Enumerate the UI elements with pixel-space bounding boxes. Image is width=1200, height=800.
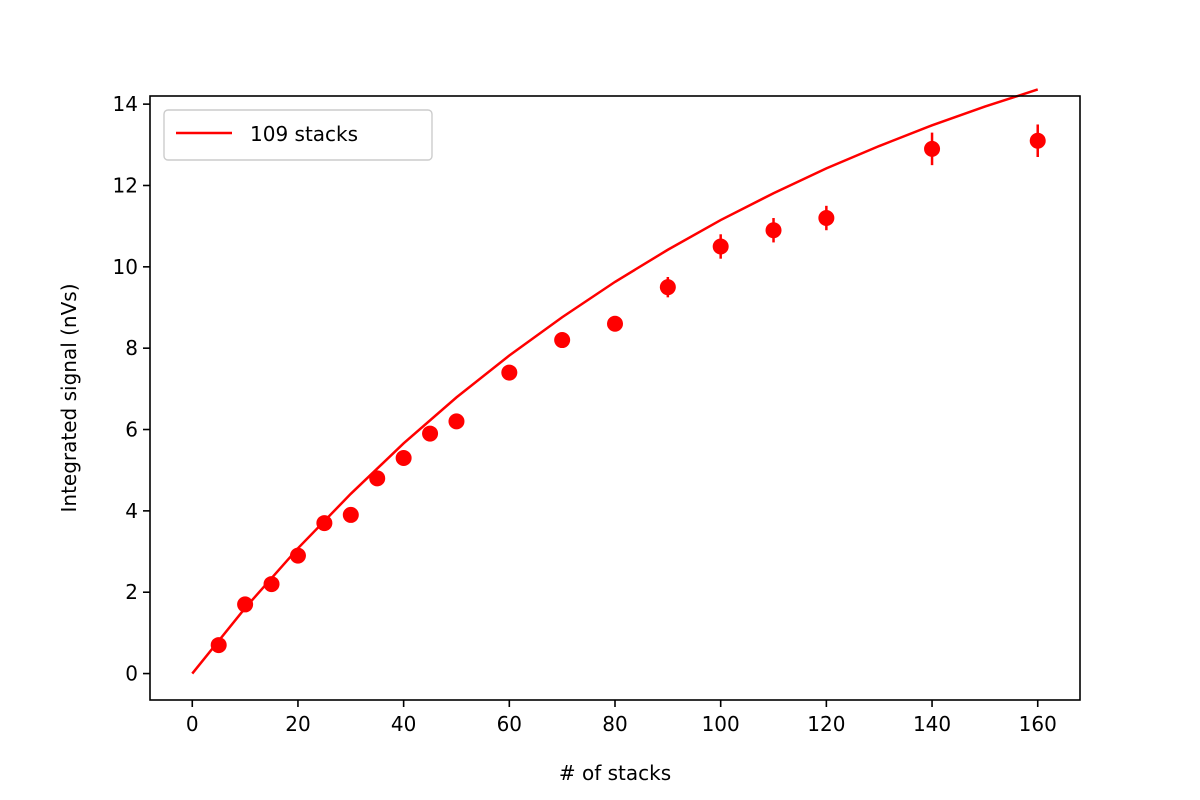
x-tick-label: 160 [1019, 712, 1057, 736]
x-tick-label: 80 [602, 712, 627, 736]
data-point [263, 576, 280, 593]
plot-area [191, 88, 1046, 675]
data-point [1029, 132, 1046, 149]
y-tick-label: 10 [113, 255, 138, 279]
x-axis: 0 20 40 60 80 100 120 140 160 [186, 700, 1057, 736]
data-point [237, 596, 254, 613]
x-tick-label: 140 [913, 712, 951, 736]
data-point [448, 413, 465, 430]
data-point [501, 364, 518, 381]
y-axis: 0 2 4 6 8 10 12 14 [113, 92, 150, 686]
y-axis-label: Integrated signal (nVs) [57, 284, 81, 513]
y-tick-label: 12 [113, 173, 138, 197]
data-point [607, 315, 623, 332]
data-point [395, 449, 412, 466]
legend-box [163, 109, 433, 161]
x-tick-label: 100 [702, 712, 740, 736]
y-tick-label: 14 [113, 92, 138, 116]
y-tick-label: 6 [125, 418, 138, 442]
data-point [369, 470, 386, 487]
data-point [289, 547, 306, 564]
legend: 109 stacks [163, 109, 433, 161]
y-tick-label: 8 [125, 336, 138, 360]
data-point [659, 279, 676, 296]
y-tick-label: 4 [125, 499, 138, 523]
x-tick-label: 40 [391, 712, 416, 736]
data-point [210, 637, 227, 654]
x-tick-label: 0 [186, 712, 199, 736]
data-point [554, 332, 571, 349]
x-tick-label: 20 [285, 712, 310, 736]
data-point [316, 515, 333, 532]
data-point [818, 210, 835, 227]
y-tick-label: 2 [125, 580, 138, 604]
fit-line [191, 88, 1039, 675]
data-point [924, 140, 941, 157]
x-tick-label: 60 [497, 712, 522, 736]
x-axis-label: # of stacks [559, 761, 671, 785]
data-point [712, 238, 729, 255]
data-point [342, 506, 359, 523]
data-point [422, 425, 439, 442]
y-tick-label: 0 [125, 662, 138, 686]
data-point [765, 222, 782, 239]
x-tick-label: 120 [807, 712, 845, 736]
legend-label: 109 stacks [250, 122, 358, 146]
